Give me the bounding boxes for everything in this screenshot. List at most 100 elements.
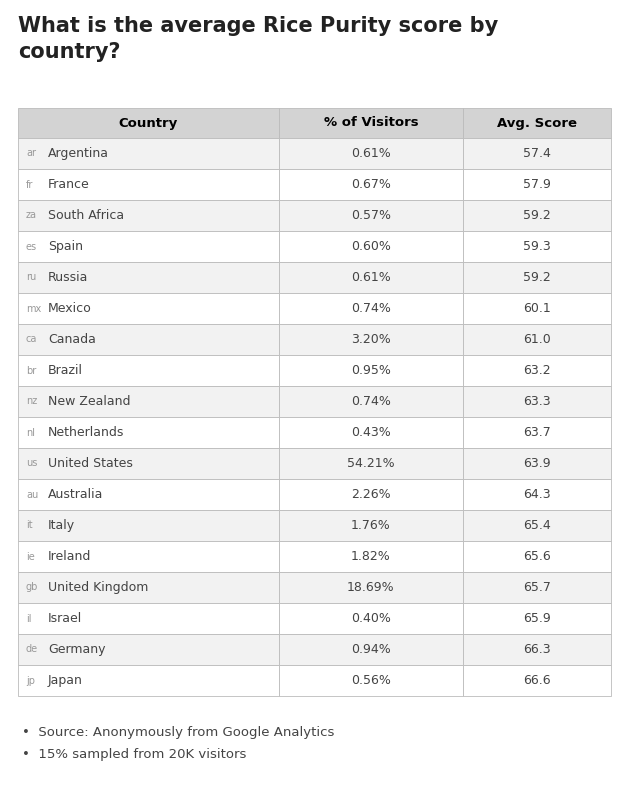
Bar — [18, 510, 279, 541]
Bar — [463, 293, 611, 324]
Text: 0.94%: 0.94% — [351, 643, 391, 656]
Bar — [279, 572, 463, 603]
Bar — [463, 200, 611, 231]
Text: 66.3: 66.3 — [523, 643, 550, 656]
Text: % of Visitors: % of Visitors — [323, 117, 418, 129]
Text: •  Source: Anonymously from Google Analytics: • Source: Anonymously from Google Analyt… — [22, 726, 335, 739]
Bar — [463, 138, 611, 169]
Bar — [463, 479, 611, 510]
Bar — [279, 634, 463, 665]
Bar — [18, 541, 279, 572]
Bar — [463, 603, 611, 634]
Bar — [18, 479, 279, 510]
Text: es: es — [26, 241, 37, 252]
Text: br: br — [26, 365, 36, 376]
Bar — [463, 108, 611, 138]
Text: 66.6: 66.6 — [523, 674, 550, 687]
Bar — [463, 169, 611, 200]
Text: ie: ie — [26, 552, 35, 561]
Text: 63.2: 63.2 — [523, 364, 550, 377]
Text: 65.6: 65.6 — [523, 550, 551, 563]
Text: 1.76%: 1.76% — [351, 519, 391, 532]
Bar — [279, 603, 463, 634]
Text: 57.9: 57.9 — [523, 178, 551, 191]
Text: 3.20%: 3.20% — [351, 333, 391, 346]
Bar — [463, 448, 611, 479]
Text: 0.40%: 0.40% — [351, 612, 391, 625]
Bar — [18, 634, 279, 665]
Text: 0.61%: 0.61% — [351, 271, 391, 284]
Bar — [279, 108, 463, 138]
Text: 1.82%: 1.82% — [351, 550, 391, 563]
Bar — [279, 541, 463, 572]
Bar — [279, 355, 463, 386]
Bar — [279, 510, 463, 541]
Text: Mexico: Mexico — [48, 302, 92, 315]
Bar — [18, 417, 279, 448]
Bar — [279, 479, 463, 510]
Text: ca: ca — [26, 334, 37, 345]
Bar — [463, 231, 611, 262]
Text: Brazil: Brazil — [48, 364, 83, 377]
Text: Spain: Spain — [48, 240, 83, 253]
Bar — [18, 572, 279, 603]
Bar — [279, 665, 463, 696]
Text: 60.1: 60.1 — [523, 302, 551, 315]
Text: 18.69%: 18.69% — [347, 581, 394, 594]
Text: France: France — [48, 178, 90, 191]
Text: jp: jp — [26, 676, 35, 685]
Text: 0.57%: 0.57% — [351, 209, 391, 222]
Bar — [463, 572, 611, 603]
Bar — [18, 324, 279, 355]
Bar — [463, 324, 611, 355]
Text: 0.74%: 0.74% — [351, 302, 391, 315]
Bar — [279, 169, 463, 200]
Bar — [279, 448, 463, 479]
Text: United Kingdom: United Kingdom — [48, 581, 148, 594]
Text: Canada: Canada — [48, 333, 96, 346]
Bar — [463, 541, 611, 572]
Text: 61.0: 61.0 — [523, 333, 551, 346]
Text: United States: United States — [48, 457, 133, 470]
Text: il: il — [26, 614, 31, 623]
Bar — [18, 169, 279, 200]
Text: it: it — [26, 521, 33, 530]
Text: New Zealand: New Zealand — [48, 395, 130, 408]
Bar — [18, 355, 279, 386]
Text: 64.3: 64.3 — [523, 488, 550, 501]
Bar — [463, 386, 611, 417]
Text: 0.56%: 0.56% — [351, 674, 391, 687]
Bar — [279, 262, 463, 293]
Text: 0.95%: 0.95% — [351, 364, 391, 377]
Text: 54.21%: 54.21% — [347, 457, 394, 470]
Text: Ireland: Ireland — [48, 550, 91, 563]
Bar — [463, 355, 611, 386]
Text: 0.74%: 0.74% — [351, 395, 391, 408]
Bar — [18, 262, 279, 293]
Bar — [463, 665, 611, 696]
Text: What is the average Rice Purity score by
country?: What is the average Rice Purity score by… — [18, 16, 498, 62]
Text: Netherlands: Netherlands — [48, 426, 125, 439]
Text: Japan: Japan — [48, 674, 83, 687]
Bar — [18, 108, 279, 138]
Bar — [279, 417, 463, 448]
Bar — [279, 386, 463, 417]
Bar — [18, 386, 279, 417]
Text: 59.2: 59.2 — [523, 271, 551, 284]
Text: Israel: Israel — [48, 612, 82, 625]
Text: 65.9: 65.9 — [523, 612, 551, 625]
Bar — [463, 510, 611, 541]
Text: fr: fr — [26, 179, 33, 190]
Text: Country: Country — [119, 117, 178, 129]
Text: Russia: Russia — [48, 271, 89, 284]
Bar — [463, 417, 611, 448]
Bar — [18, 200, 279, 231]
Bar — [18, 448, 279, 479]
Text: 63.9: 63.9 — [523, 457, 550, 470]
Text: 59.3: 59.3 — [523, 240, 551, 253]
Bar — [279, 324, 463, 355]
Text: 0.43%: 0.43% — [351, 426, 391, 439]
Text: 65.4: 65.4 — [523, 519, 551, 532]
Text: nl: nl — [26, 427, 35, 437]
Text: Argentina: Argentina — [48, 147, 109, 160]
